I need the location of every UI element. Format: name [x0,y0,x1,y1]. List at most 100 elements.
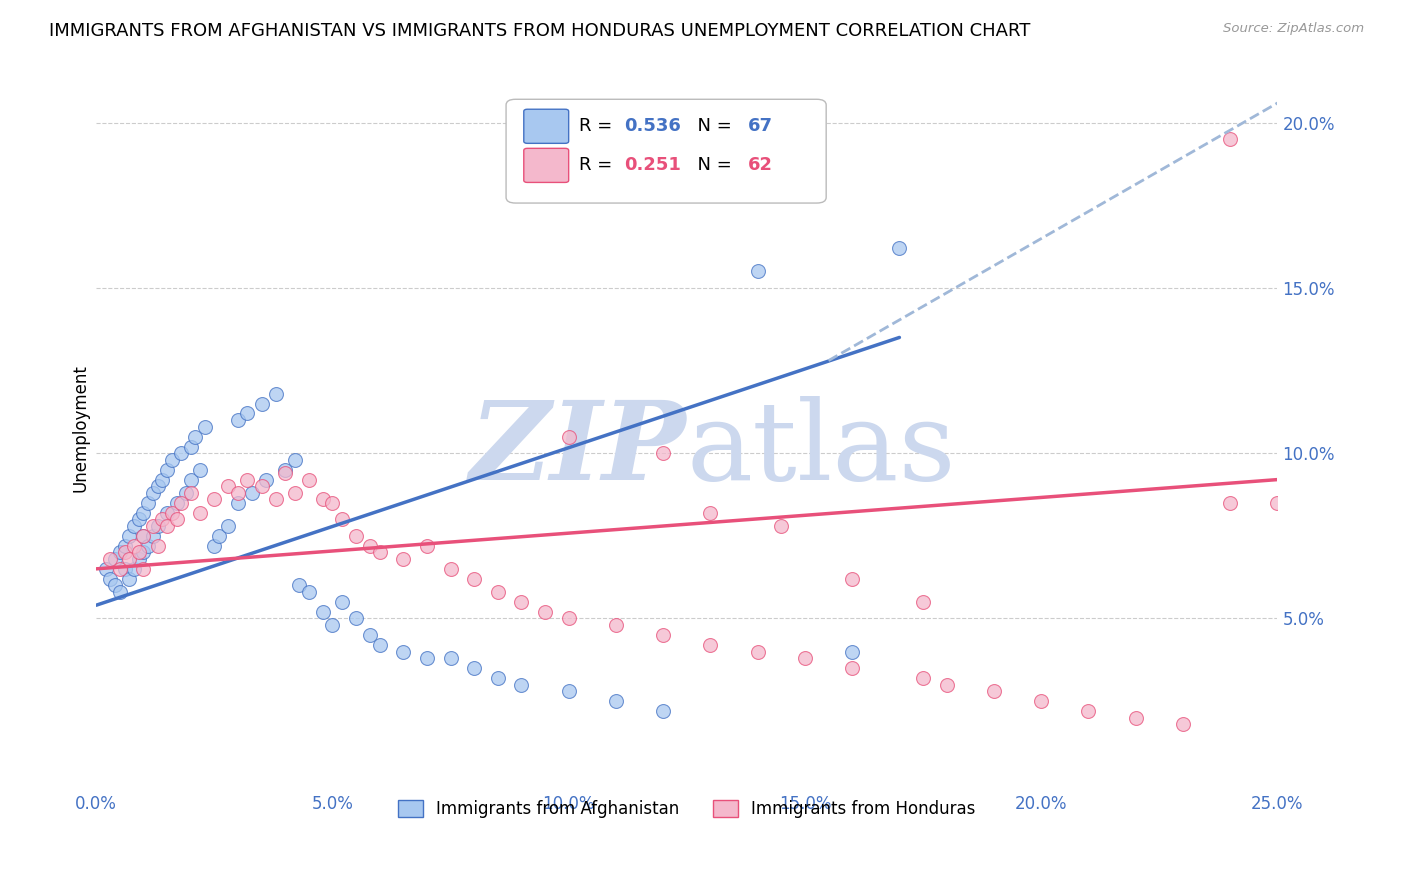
Point [146,519,169,533]
Point [218,479,240,493]
Point [142,485,165,500]
Text: 67: 67 [748,117,773,136]
Point [288,578,311,592]
Point [236,407,259,421]
Point [392,552,415,566]
Point [889,241,911,255]
Point [202,539,225,553]
Point [1267,496,1289,510]
Point [1031,694,1053,708]
Point [136,539,159,553]
Point [1219,496,1241,510]
Point [1219,132,1241,146]
Point [218,519,240,533]
Point [226,413,249,427]
Point [298,473,321,487]
Text: 0.536: 0.536 [624,117,681,136]
Point [202,492,225,507]
Legend: Immigrants from Afghanistan, Immigrants from Honduras: Immigrants from Afghanistan, Immigrants … [391,794,983,825]
Point [128,552,150,566]
Text: ZIP: ZIP [470,396,686,503]
Point [142,519,165,533]
Text: N =: N = [686,156,737,174]
Point [793,651,815,665]
Point [98,572,121,586]
Point [132,506,155,520]
Point [108,545,131,559]
Point [166,496,188,510]
Point [254,473,277,487]
Point [510,595,533,609]
Text: 62: 62 [748,156,773,174]
Point [156,506,179,520]
Point [416,539,439,553]
Point [699,506,721,520]
Point [841,661,863,675]
Point [160,452,183,467]
Point [652,704,675,718]
Point [118,529,141,543]
Point [605,618,627,632]
Point [392,644,415,658]
Point [652,628,675,642]
Point [188,463,211,477]
Point [226,485,249,500]
Point [98,552,121,566]
Point [132,545,155,559]
FancyBboxPatch shape [524,148,568,183]
Point [463,661,485,675]
Point [250,396,273,410]
Point [605,694,627,708]
Point [132,529,155,543]
Point [284,452,307,467]
Point [128,512,150,526]
Point [122,562,145,576]
Point [180,440,202,454]
Point [180,485,202,500]
Point [264,492,287,507]
Point [122,539,145,553]
Point [330,512,353,526]
Point [841,644,863,658]
Point [416,651,439,665]
Point [557,684,579,698]
Point [510,677,533,691]
Text: IMMIGRANTS FROM AFGHANISTAN VS IMMIGRANTS FROM HONDURAS UNEMPLOYMENT CORRELATION: IMMIGRANTS FROM AFGHANISTAN VS IMMIGRANT… [49,22,1031,40]
Point [911,671,934,685]
Point [298,585,321,599]
Point [534,605,557,619]
FancyBboxPatch shape [506,99,827,203]
Point [142,529,165,543]
Point [274,463,297,477]
Point [236,473,259,487]
Point [114,539,136,553]
Point [122,519,145,533]
Point [463,572,485,586]
Point [226,496,249,510]
Point [194,419,217,434]
Y-axis label: Unemployment: Unemployment [72,365,89,492]
Point [208,529,231,543]
Point [94,562,117,576]
Point [264,386,287,401]
Point [108,585,131,599]
Text: R =: R = [579,117,619,136]
Text: N =: N = [686,117,737,136]
Point [104,552,127,566]
FancyBboxPatch shape [524,109,568,144]
Point [170,446,193,460]
Point [118,552,141,566]
Point [174,485,197,500]
Point [146,479,169,493]
Point [160,506,183,520]
Point [184,429,207,443]
Point [132,529,155,543]
Point [699,638,721,652]
Point [284,485,307,500]
Point [1171,717,1194,731]
Point [321,618,343,632]
Point [150,512,173,526]
Point [114,562,136,576]
Point [911,595,934,609]
Point [250,479,273,493]
